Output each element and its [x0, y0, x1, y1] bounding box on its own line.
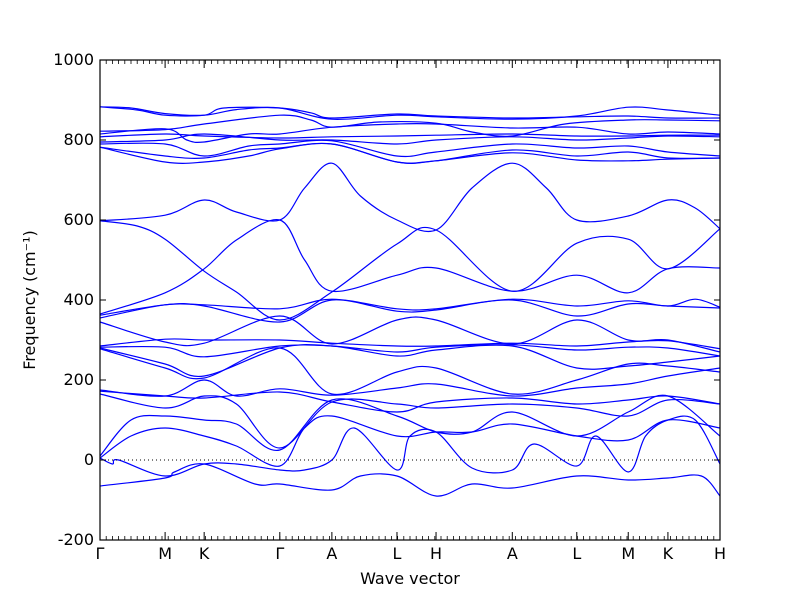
x-tick-label-2: K: [199, 544, 210, 563]
x-tick-label-3: Γ: [275, 544, 284, 563]
y-tick-label-4: 600: [63, 210, 94, 229]
band-line-13: [99, 299, 721, 323]
x-tick-label-8: L: [572, 544, 581, 563]
band-line-4: [99, 133, 721, 139]
band-line-21: [99, 393, 721, 449]
series-group: [99, 106, 721, 497]
y-tick-label-5: 800: [63, 130, 94, 149]
band-line-12: [99, 298, 721, 316]
band-line-17: [99, 344, 721, 378]
y-tick-label-1: 0: [84, 450, 94, 469]
x-tick-label-7: A: [507, 544, 518, 563]
x-tick-label-4: A: [326, 544, 337, 563]
band-line-24: [99, 415, 721, 477]
y-tick-label-3: 400: [63, 290, 94, 309]
band-line-2: [99, 114, 721, 137]
x-axis-title: Wave vector: [360, 569, 460, 588]
x-tick-label-5: L: [393, 544, 402, 563]
band-line-3: [99, 122, 721, 144]
x-tick-label-9: M: [621, 544, 635, 563]
y-tick-label-2: 200: [63, 370, 94, 389]
band-line-5: [99, 133, 721, 145]
band-line-9: [99, 162, 721, 233]
band-line-14: [99, 315, 721, 353]
y-tick-labels: -200 0 200 400 600 800 1000: [53, 50, 94, 549]
band-line-6: [99, 139, 721, 158]
x-tick-label-1: M: [158, 544, 172, 563]
band-line-18: [99, 347, 721, 396]
x-tick-label-11: H: [714, 544, 726, 563]
band-line-23: [99, 415, 721, 467]
x-tick-label-10: K: [663, 544, 674, 563]
band-line-25: [99, 463, 721, 497]
band-line-20: [99, 390, 721, 413]
y-tick-label-6: 1000: [53, 50, 94, 69]
band-line-0: [99, 106, 721, 120]
y-axis-title: Frequency (cm⁻¹): [20, 230, 39, 369]
y-tick-label-0: -200: [58, 530, 94, 549]
plot-frame: [99, 59, 721, 541]
band-line-10: [99, 220, 721, 321]
band-line-22: [99, 394, 721, 457]
band-line-15: [99, 338, 721, 350]
band-line-8: [99, 142, 721, 164]
x-tick-label-0: Γ: [96, 544, 105, 563]
band-line-1: [99, 106, 721, 119]
band-line-19: [99, 367, 721, 397]
band-line-16: [99, 344, 721, 358]
band-line-11: [99, 218, 721, 315]
x-tick-label-6: H: [430, 544, 442, 563]
